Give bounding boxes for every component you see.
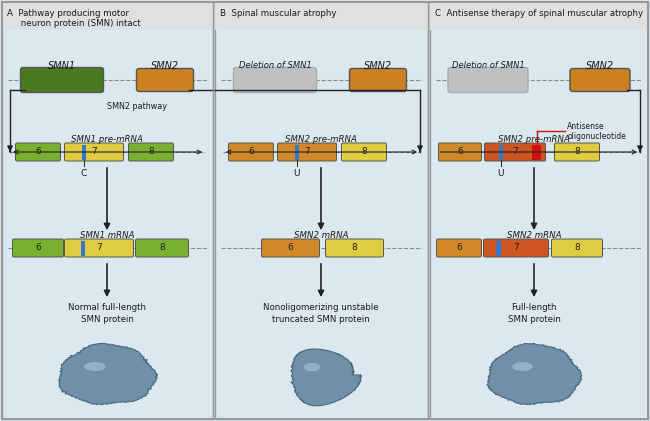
FancyBboxPatch shape [64,239,133,257]
Ellipse shape [512,362,533,371]
FancyBboxPatch shape [233,67,317,93]
Text: Nonoligomerizing unstable: Nonoligomerizing unstable [263,304,379,312]
Text: 6: 6 [457,147,463,157]
FancyBboxPatch shape [484,143,545,161]
Text: oligonucleotide: oligonucleotide [567,132,626,141]
FancyBboxPatch shape [12,239,64,257]
Text: 8: 8 [574,243,580,253]
Text: SMN1 mRNA: SMN1 mRNA [80,232,135,240]
FancyBboxPatch shape [437,239,482,257]
FancyBboxPatch shape [215,2,428,419]
Text: 6: 6 [456,243,462,253]
Text: 7: 7 [513,243,519,253]
Text: B  Spinal muscular atrophy: B Spinal muscular atrophy [220,9,337,18]
Text: U: U [497,169,504,178]
Text: Deletion of SMN1: Deletion of SMN1 [239,61,311,70]
Text: 8: 8 [574,147,580,157]
Ellipse shape [84,362,106,371]
Text: C: C [81,169,87,178]
FancyBboxPatch shape [499,144,503,160]
FancyBboxPatch shape [278,143,337,161]
Text: 8: 8 [159,243,165,253]
Text: neuron protein (SMN) intact: neuron protein (SMN) intact [7,19,141,28]
FancyBboxPatch shape [215,2,428,30]
Text: 7: 7 [304,147,310,157]
Text: SMN2 mRNA: SMN2 mRNA [294,232,348,240]
Text: SMN2: SMN2 [586,61,614,71]
FancyBboxPatch shape [16,143,60,161]
Text: SMN1 pre-mRNA: SMN1 pre-mRNA [71,136,143,144]
Polygon shape [58,343,157,405]
FancyBboxPatch shape [326,239,383,257]
Text: 8: 8 [148,147,154,157]
FancyBboxPatch shape [229,143,274,161]
Text: SMN2: SMN2 [151,61,179,71]
Text: Full-length: Full-length [512,304,557,312]
FancyBboxPatch shape [554,143,599,161]
FancyBboxPatch shape [129,143,174,161]
Text: A  Pathway producing motor: A Pathway producing motor [7,9,129,18]
Text: 6: 6 [248,147,254,157]
FancyBboxPatch shape [439,143,482,161]
FancyBboxPatch shape [64,143,124,161]
FancyBboxPatch shape [532,144,541,160]
FancyBboxPatch shape [448,67,528,93]
Text: Normal full-length: Normal full-length [68,304,146,312]
Text: C  Antisense therapy of spinal muscular atrophy: C Antisense therapy of spinal muscular a… [435,9,643,18]
Text: SMN2: SMN2 [364,61,392,71]
Text: SMN protein: SMN protein [81,314,133,323]
Text: Antisense: Antisense [567,122,605,131]
Text: SMN2 pathway: SMN2 pathway [107,102,167,111]
Polygon shape [487,344,582,405]
Text: 6: 6 [35,243,41,253]
Text: SMN1: SMN1 [48,61,76,71]
Text: SMN2 mRNA: SMN2 mRNA [507,232,561,240]
FancyBboxPatch shape [341,143,387,161]
Text: 7: 7 [91,147,97,157]
FancyBboxPatch shape [261,239,320,257]
Polygon shape [291,349,361,406]
FancyBboxPatch shape [135,239,188,257]
FancyBboxPatch shape [136,69,194,91]
Ellipse shape [304,363,320,371]
Text: SMN2 pre-mRNA: SMN2 pre-mRNA [498,136,570,144]
Text: 7: 7 [512,147,518,157]
FancyBboxPatch shape [551,239,603,257]
FancyBboxPatch shape [496,240,500,256]
FancyBboxPatch shape [21,67,103,93]
Text: Deletion of SMN1: Deletion of SMN1 [452,61,525,70]
FancyBboxPatch shape [2,2,213,30]
Text: U: U [293,169,300,178]
Text: 7: 7 [96,243,102,253]
FancyBboxPatch shape [484,239,549,257]
Text: SMN protein: SMN protein [508,314,560,323]
Text: SMN2 pre-mRNA: SMN2 pre-mRNA [285,136,357,144]
FancyBboxPatch shape [350,69,406,91]
Text: 6: 6 [35,147,41,157]
FancyBboxPatch shape [294,144,298,160]
FancyBboxPatch shape [82,144,86,160]
Text: 6: 6 [287,243,293,253]
FancyBboxPatch shape [430,2,648,419]
Text: 8: 8 [361,147,367,157]
FancyBboxPatch shape [430,2,648,30]
Text: 8: 8 [352,243,358,253]
FancyBboxPatch shape [2,2,213,419]
FancyBboxPatch shape [570,69,630,91]
FancyBboxPatch shape [81,240,85,256]
Text: truncated SMN protein: truncated SMN protein [272,314,370,323]
